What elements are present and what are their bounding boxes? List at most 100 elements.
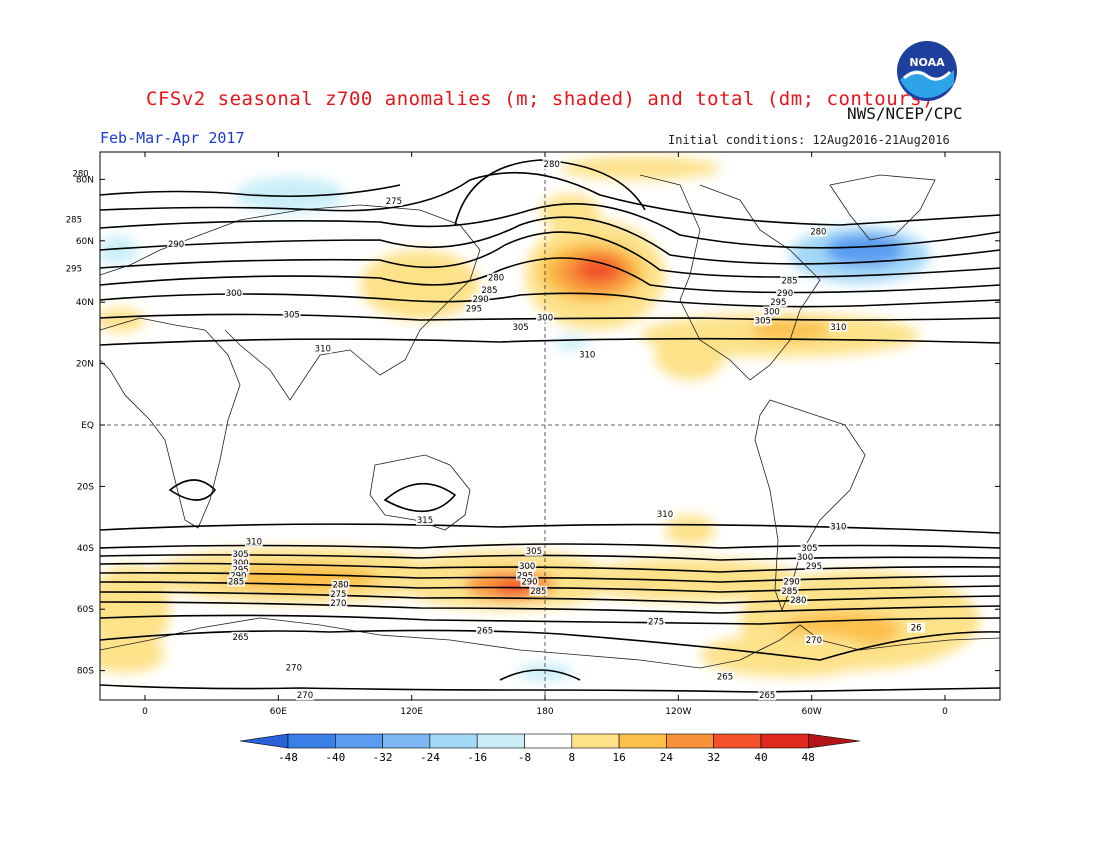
contour-label-bg xyxy=(296,690,314,701)
contour-label-bg xyxy=(384,195,403,206)
contour-label-bg xyxy=(476,625,494,636)
contour-label: 310 xyxy=(246,538,262,548)
contour-line xyxy=(100,231,1000,278)
contour-label: 270 xyxy=(330,599,346,609)
contour-label-bg xyxy=(71,168,90,179)
colorbar-label: 8 xyxy=(568,751,575,764)
anomaly-positive xyxy=(100,565,170,655)
contour-label-bg xyxy=(244,536,263,547)
anomaly-positive xyxy=(576,258,620,282)
anomaly-positive xyxy=(540,194,600,230)
anomaly-negative xyxy=(825,234,905,266)
contour-label: 275 xyxy=(330,590,346,600)
contour-label-bg xyxy=(529,585,548,596)
coastline-antarctica xyxy=(100,617,1000,669)
contour-label: 265 xyxy=(232,633,248,643)
contour-label: 310 xyxy=(830,522,846,532)
contour-label: 300 xyxy=(226,289,242,299)
contour-label: 310 xyxy=(830,323,846,333)
contour-label-bg xyxy=(769,297,788,308)
contour-line xyxy=(100,313,1000,321)
contour-label-bg xyxy=(313,343,332,354)
contour-label: 280 xyxy=(544,160,560,170)
anomaly-negative xyxy=(554,336,590,350)
contour-label: 315 xyxy=(417,516,433,526)
anomaly-positive xyxy=(655,330,725,380)
contour-label: 305 xyxy=(526,547,542,557)
contour-label: 285 xyxy=(228,578,244,588)
contour-label: 275 xyxy=(648,617,664,627)
colorbar-box xyxy=(382,733,431,749)
contour-line xyxy=(100,543,1000,549)
coastline-greenland xyxy=(829,174,936,241)
lon-label: 120W xyxy=(665,707,691,717)
contour-label: 295 xyxy=(66,264,82,274)
noaa-logo: NOAA xyxy=(897,41,957,101)
contour-label: 300 xyxy=(764,307,780,317)
contour-label-bg xyxy=(789,594,808,605)
anomaly-positive xyxy=(100,637,165,673)
anomaly-positive xyxy=(100,308,145,332)
contour-label-bg xyxy=(829,521,848,532)
contour-label: 265 xyxy=(717,673,733,683)
colorbar-label: 40 xyxy=(754,751,767,764)
contour-label: 270 xyxy=(806,636,822,646)
contour-line xyxy=(499,669,581,681)
lon-label: 60W xyxy=(801,707,821,717)
contour-label-bg xyxy=(656,509,674,520)
colorbar-label: 16 xyxy=(612,751,625,764)
contour-line xyxy=(100,614,1000,625)
contour-label: 305 xyxy=(801,544,817,554)
contour-label-bg xyxy=(284,662,303,673)
colorbar-box xyxy=(429,733,478,749)
contour-label: 285 xyxy=(781,587,797,597)
colorbar-label: -24 xyxy=(420,751,440,764)
contour-label-bg xyxy=(516,570,534,581)
contour-line xyxy=(100,581,1000,593)
contour-line xyxy=(100,562,1000,573)
contour-line xyxy=(100,523,1000,534)
contour-line xyxy=(100,257,1000,294)
map-axes: 80N 60N 40N 20N EQ 20S 40S 60S 80S 0 60E 120E 180 120… xyxy=(76,152,1000,717)
contour-label: 305 xyxy=(512,323,528,333)
colorbar-label: 48 xyxy=(802,751,815,764)
colorbar-label: -32 xyxy=(373,751,393,764)
reference-lines xyxy=(100,152,1000,700)
contour-label: 290 xyxy=(472,295,488,305)
contour-label: 280 xyxy=(332,581,348,591)
contour-label: 295 xyxy=(770,298,786,308)
contour-label-bg xyxy=(780,275,799,286)
contour-label-bg xyxy=(524,545,543,556)
lon-label: 0 xyxy=(942,707,948,717)
contour-label: 280 xyxy=(488,274,504,284)
coastline-australia xyxy=(369,454,471,531)
contour-label: 295 xyxy=(232,565,248,575)
contour-label-bg xyxy=(416,515,434,526)
contour-label: 265 xyxy=(759,691,775,701)
colorbar-label: -8 xyxy=(518,751,531,764)
contour-label-bg xyxy=(167,238,186,249)
contour-label-bg xyxy=(804,634,823,645)
colorbar-box xyxy=(618,733,667,749)
contour-label-bg xyxy=(229,570,248,581)
contour-label: 270 xyxy=(286,664,302,674)
contour-label: 305 xyxy=(232,550,248,560)
contour-line xyxy=(100,171,1000,226)
noaa-logo-text: NOAA xyxy=(909,56,945,69)
lon-label: 120E xyxy=(400,707,423,717)
anomaly-positive xyxy=(560,156,720,180)
contour-label-bg xyxy=(64,263,83,274)
contour-label-bg xyxy=(776,287,794,298)
contour-line xyxy=(100,337,1000,346)
contour-line xyxy=(100,292,1000,308)
contour-line xyxy=(100,184,401,198)
contour-label-bg xyxy=(331,579,350,590)
forecast-period: Feb-Mar-Apr 2017 xyxy=(100,129,245,147)
anomaly-negative xyxy=(235,177,345,213)
lat-label: 40S xyxy=(77,544,94,554)
contour-line xyxy=(100,591,1000,604)
contour-label: 275 xyxy=(386,197,402,207)
contour-label: 26 xyxy=(911,624,922,634)
contour-label-bg xyxy=(464,303,483,314)
contour-label-bg xyxy=(511,321,530,332)
